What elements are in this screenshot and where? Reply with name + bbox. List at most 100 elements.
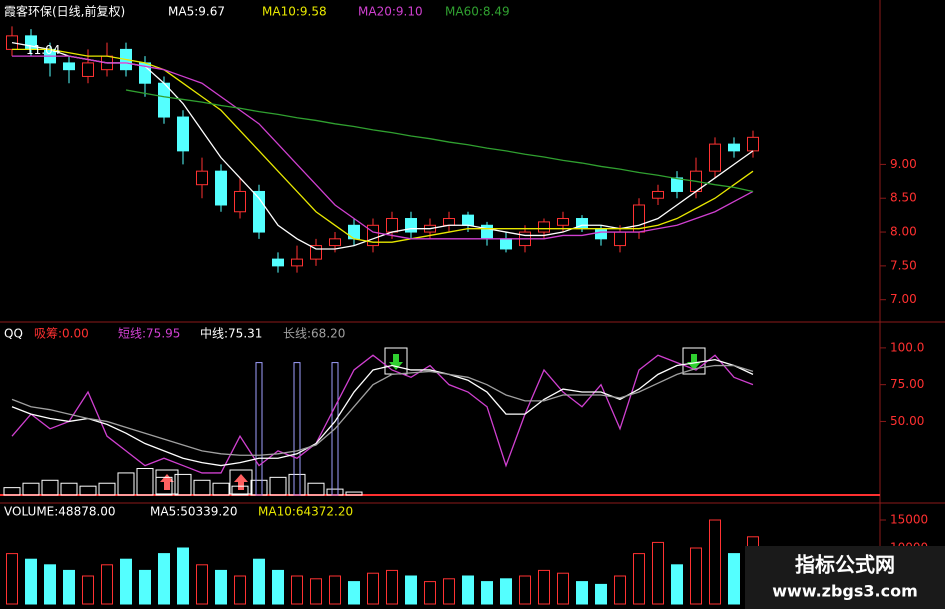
volume-bar (367, 572, 379, 605)
accumulation-bar (3, 487, 21, 496)
sell-signal (682, 347, 706, 375)
volume-bar (139, 569, 151, 605)
indicator-line (11, 358, 754, 467)
candle-body (272, 258, 284, 267)
candle-body (538, 221, 550, 233)
y-tick-label: 75.00 (890, 377, 924, 391)
volume-bar (614, 575, 626, 605)
volume-bar (405, 575, 417, 605)
candle-body (177, 116, 189, 152)
candle-body (63, 62, 75, 71)
accumulation-bar (174, 473, 192, 496)
legend-entry: MA60:8.49 (445, 5, 510, 19)
watermark-title: 指标公式网 (795, 553, 895, 577)
signal-bar (331, 362, 339, 496)
candle-body (367, 224, 379, 247)
volume-bar (329, 575, 341, 605)
volume-bar (633, 553, 645, 605)
candle-body (747, 136, 759, 152)
accumulation-bar (60, 482, 78, 496)
volume-bar (557, 572, 569, 605)
accumulation-bar (98, 482, 116, 496)
legend-entry: MA5:50339.20 (150, 505, 238, 519)
accumulation-bar (117, 472, 135, 496)
candle-body (196, 170, 208, 186)
volume-bar (538, 569, 550, 605)
buy-signal (229, 469, 253, 495)
candle-body (443, 218, 455, 226)
candle-body (291, 258, 303, 267)
candle-body (386, 218, 398, 233)
candle-body (215, 170, 227, 206)
legend-entry: MA20:9.10 (358, 5, 423, 19)
plot-area: 7.00 7.50 8.00 8.50 9.00 霞客环保(日线,前复权) MA5:9.67… (3, 4, 928, 605)
chart-title: 霞客环保(日线,前复权) (4, 4, 125, 19)
chart-title: QQ (4, 327, 23, 341)
volume-bar (728, 553, 740, 605)
ma-line (12, 48, 754, 243)
candle-body (671, 177, 683, 192)
y-tick-label: 8.50 (890, 191, 917, 205)
volume-bar (120, 558, 132, 605)
volume-bar (215, 569, 227, 605)
candle-body (614, 231, 626, 247)
sell-signal (384, 347, 408, 375)
accumulation-bar (345, 491, 363, 496)
accumulation-bar (22, 482, 40, 496)
volume-bar (500, 578, 512, 605)
volume-bar (82, 575, 94, 605)
legend-entry: 长线:68.20 (283, 327, 345, 341)
volume-bar (386, 569, 398, 605)
candle-body (500, 238, 512, 250)
volume-bar (709, 519, 721, 605)
candle-body (652, 190, 664, 199)
y-tick-label: 9.00 (890, 157, 917, 171)
legend-entry: MA5:9.67 (168, 5, 225, 19)
accumulation-bar (136, 468, 154, 496)
candle-body (158, 82, 170, 118)
y-tick-label: 8.00 (890, 225, 917, 239)
volume-bar (196, 564, 208, 605)
volume-bar (44, 564, 56, 605)
legend-entry: 短线:75.95 (118, 327, 180, 341)
volume-bar (6, 553, 18, 605)
y-tick-label: 50.00 (890, 414, 924, 428)
y-tick-label: 15000 (890, 513, 928, 527)
accumulation-bar (193, 479, 211, 496)
legend-entry: 吸筹:0.00 (34, 327, 89, 341)
volume-bar (25, 558, 37, 605)
candle-body (481, 224, 493, 240)
candle-body (310, 245, 322, 260)
y-tick-label: 7.00 (890, 292, 917, 306)
accumulation-bar (79, 485, 97, 496)
volume-bar (253, 558, 265, 605)
accumulation-bar (155, 476, 173, 496)
volume-bar (519, 575, 531, 605)
volume-bar (595, 583, 607, 605)
indicator-line (11, 364, 754, 456)
watermark: 指标公式网 www.zbgs3.com (745, 546, 945, 609)
candle-body (557, 218, 569, 226)
volume-bar (443, 578, 455, 605)
accumulation-bar (231, 485, 249, 496)
ma-line (125, 89, 754, 193)
y-tick-label: 100.0 (890, 340, 924, 354)
volume-bar (63, 569, 75, 605)
volume-bar (690, 547, 702, 605)
legend-entry: 中线:75.31 (200, 326, 262, 341)
chart-title: VOLUME:48878.00 (4, 505, 116, 519)
candle-body (709, 143, 721, 172)
ma-line (12, 55, 754, 240)
candle-body (728, 143, 740, 152)
volume-bar (462, 575, 474, 605)
candle-body (234, 190, 246, 213)
accumulation-bar (212, 482, 230, 496)
volume-bar (348, 581, 360, 605)
accumulation-bar (269, 476, 287, 496)
volume-bar (576, 581, 588, 605)
candle-body (462, 214, 474, 226)
signal-bar (255, 362, 263, 496)
volume-bar (652, 541, 664, 605)
